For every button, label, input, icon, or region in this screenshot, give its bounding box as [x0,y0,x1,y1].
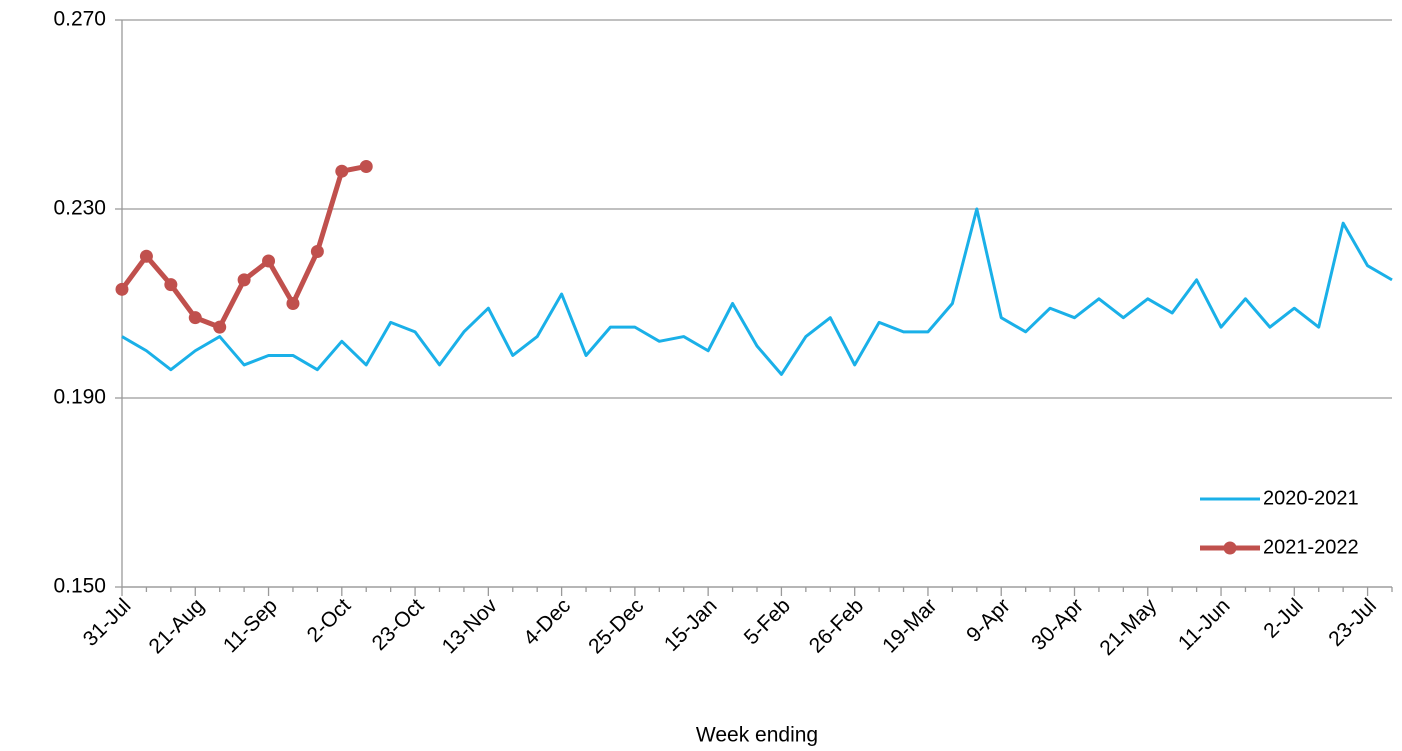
x-tick-label: 2-Oct [303,594,356,647]
x-tick-label: 26-Feb [805,594,868,657]
series-line [119,164,367,330]
y-tick-label: 0.150 [53,575,106,598]
data-point [139,249,153,263]
data-point [188,311,202,325]
data-point [335,164,349,178]
y-tick-label: 0.230 [53,197,106,220]
x-tick-label: 11-Sep [219,594,282,657]
series-line [121,207,1393,376]
x-tick-label: 19-Mar [878,594,941,657]
x-tick-label: 30-Apr [1027,594,1088,655]
x-tick-label: 31-Jul [79,594,136,651]
data-point [164,278,178,292]
legend-marker [1223,541,1237,555]
x-tick-label: 23-Jul [1324,594,1381,651]
data-point [286,297,300,310]
x-tick-label: 23-Oct [368,594,429,655]
data-point [359,159,373,173]
x-tick-label: 21-May [1095,594,1161,660]
data-point [310,245,324,259]
x-tick-label: 21-Aug [145,594,209,658]
x-tick-label: 4-Dec [519,594,575,650]
x-axis-title: Week ending [696,724,818,747]
y-tick-label: 0.270 [53,8,106,31]
data-point [213,320,227,334]
x-tick-label: 25-Dec [584,594,648,658]
x-tick-label: 5-Feb [740,594,795,649]
x-tick-label: 13-Nov [438,594,502,658]
x-tick-label: 9-Apr [962,594,1015,647]
data-point [115,282,129,296]
y-tick-label: 0.190 [53,386,106,409]
data-point [237,273,251,287]
legend-label: 2021-2022 [1263,536,1359,558]
x-tick-label: 11-Jun [1174,594,1235,655]
x-tick-label: 15-Jan [660,594,722,656]
x-tick-label: 2-Jul [1259,594,1307,642]
legend-label: 2020-2021 [1263,487,1359,509]
data-point [262,254,276,268]
